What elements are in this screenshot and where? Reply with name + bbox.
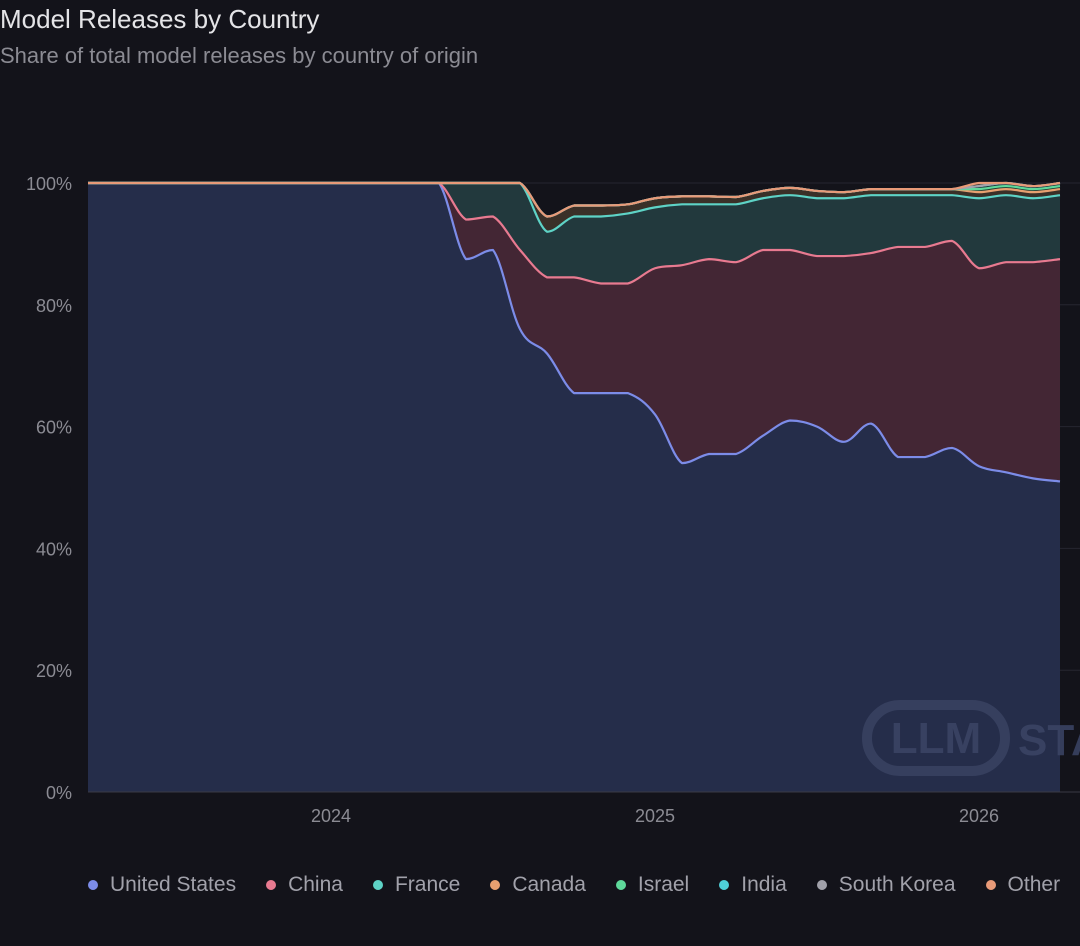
legend-item-israel[interactable]: Israel — [615, 872, 690, 898]
y-tick-label: 60% — [36, 418, 72, 438]
legend-dot-icon — [266, 880, 277, 890]
area-france — [88, 183, 1060, 284]
legend-label: Other — [1007, 873, 1061, 896]
area-united-states — [88, 183, 1060, 792]
y-tick-label: 0% — [46, 783, 72, 803]
legend-item-france[interactable]: France — [372, 872, 461, 898]
legend-dot-icon — [719, 880, 730, 890]
watermark: LLM STATS — [862, 700, 1080, 776]
x-tick-label: 2025 — [635, 806, 675, 826]
legend-label: China — [288, 873, 343, 896]
x-tick-label: 2026 — [959, 806, 999, 826]
legend-label: South Korea — [838, 873, 956, 896]
chart-legend: United States China France Canada Israel Indi… — [88, 872, 1068, 898]
legend-item-south-korea[interactable]: South Korea — [816, 872, 956, 898]
legend-dot-icon — [816, 880, 827, 890]
area-china — [88, 183, 1060, 482]
series-lines — [88, 181, 1061, 483]
legend-label: France — [394, 873, 461, 896]
y-tick-label: 100% — [26, 174, 72, 194]
y-tick-label: 80% — [36, 296, 72, 316]
legend-item-united-states[interactable]: United States — [88, 872, 236, 898]
legend-item-other[interactable]: Other — [985, 872, 1061, 898]
legend-label: United States — [110, 873, 237, 896]
area-series — [88, 183, 1060, 792]
legend-item-china[interactable]: China — [266, 872, 343, 898]
axes: 0% 20% 40% 60% 80% 100% 2024 2025 2026 — [26, 174, 1080, 826]
chart-title: Model Releases by Country — [0, 4, 320, 34]
legend-item-india[interactable]: India — [719, 872, 787, 898]
y-tick-label: 20% — [36, 661, 72, 681]
legend-dot-icon — [615, 880, 626, 890]
legend-dot-icon — [985, 880, 996, 890]
legend-label: Canada — [512, 873, 586, 896]
legend-dot-icon — [88, 880, 98, 890]
legend-label: India — [741, 873, 787, 896]
x-tick-label: 2024 — [311, 806, 351, 826]
area-canada — [88, 183, 1060, 232]
watermark-text-llm: LLM — [891, 714, 981, 763]
watermark-text-stats: STATS — [1018, 716, 1080, 765]
chart-subtitle: Share of total model releases by country… — [0, 43, 479, 68]
legend-label: Israel — [637, 873, 690, 896]
legend-item-canada[interactable]: Canada — [490, 872, 586, 898]
legend-dot-icon — [372, 880, 383, 890]
watermark-logo-pill — [862, 700, 1010, 776]
legend-dot-icon — [490, 880, 501, 890]
line-other — [88, 181, 1061, 218]
y-tick-label: 40% — [36, 539, 72, 559]
